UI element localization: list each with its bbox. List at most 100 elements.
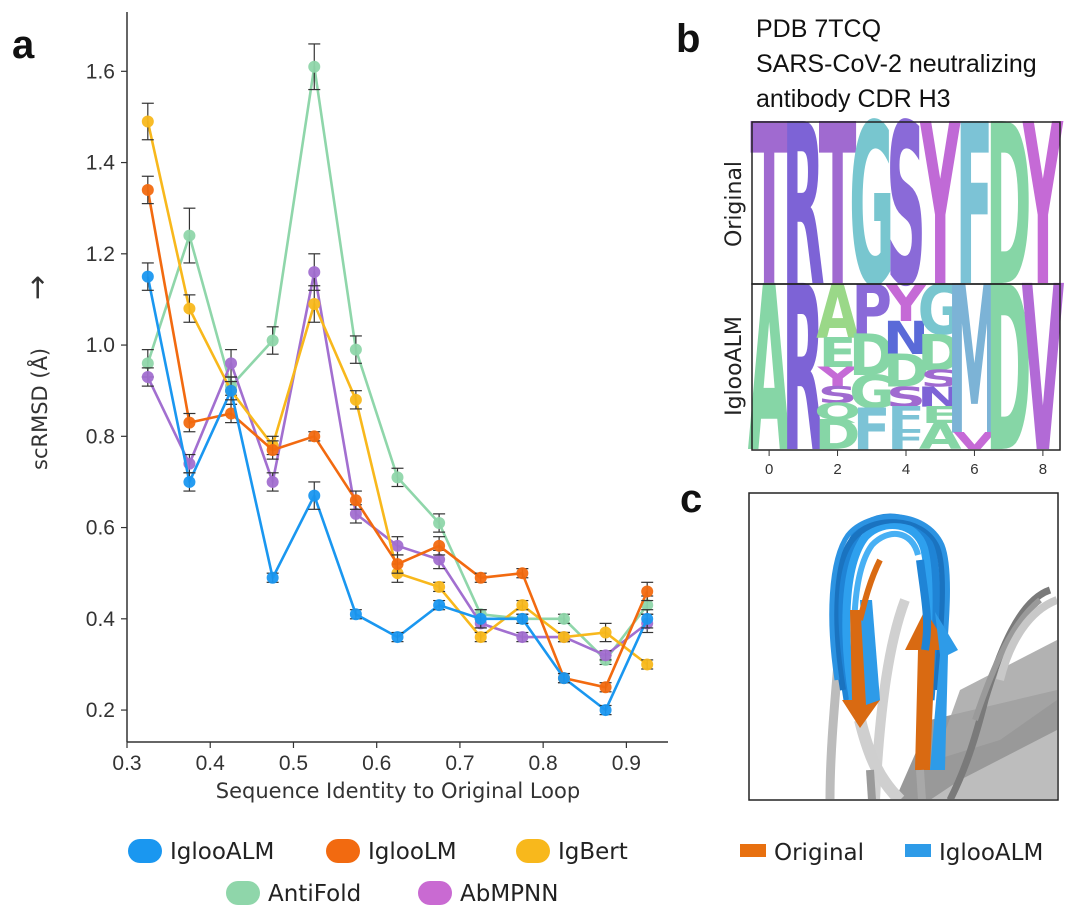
- data-point: [183, 229, 196, 242]
- logo-letter: Y: [816, 362, 858, 393]
- series-line: [146, 121, 648, 666]
- data-point: [433, 599, 446, 612]
- data-point: [516, 631, 529, 644]
- logo-letter: N: [917, 382, 963, 413]
- x-tick-label: 0.9: [612, 752, 641, 775]
- logo-x-tick-label: 6: [970, 461, 978, 478]
- data-point: [141, 357, 154, 370]
- legend-label: IglooLM: [368, 839, 457, 865]
- data-point: [308, 298, 321, 310]
- series-igbert: [141, 102, 654, 671]
- logo-letter: A: [919, 416, 962, 458]
- logo-letter: D: [917, 325, 963, 383]
- logo-letter: D: [986, 239, 1032, 504]
- series-iglooalm: [141, 262, 654, 717]
- data-point: [433, 517, 446, 529]
- structure-legend-swatch: [905, 844, 931, 857]
- y-tick-label: 1.4: [86, 152, 116, 175]
- data-point: [557, 631, 570, 644]
- logo-letter: S: [886, 382, 926, 413]
- data-point: [349, 608, 362, 621]
- line-chart: 0.2 0.4 0.6 0.8 1.0 1.2 1.4 1.6 0.3 0.4 0.5 0.6 0.7 0…: [20, 12, 668, 803]
- data-point: [225, 357, 238, 370]
- x-tick-label: 0.5: [279, 752, 308, 775]
- data-point: [349, 494, 362, 507]
- data-point: [433, 580, 446, 593]
- data-point: [557, 672, 570, 685]
- data-point: [516, 612, 529, 625]
- y-tick-label: 1.6: [86, 60, 115, 83]
- data-point: [308, 489, 321, 502]
- x-tick-label: 0.8: [529, 752, 558, 775]
- data-point: [391, 631, 404, 644]
- logo-letter: V: [1022, 239, 1065, 504]
- series-abmpnn: [141, 253, 654, 662]
- data-point: [308, 430, 321, 443]
- structure-panel: [748, 492, 1059, 801]
- data-point: [266, 475, 279, 488]
- logo-letter: A: [816, 271, 859, 356]
- data-point: [225, 407, 238, 420]
- x-axis-label: Sequence Identity to Original Loop: [216, 779, 580, 803]
- panel-label-a: a: [12, 23, 35, 67]
- logo-letter: F: [853, 397, 891, 463]
- series-line: [146, 270, 648, 657]
- logo-letter: R: [782, 239, 825, 504]
- data-point: [349, 393, 362, 406]
- data-point: [266, 444, 279, 456]
- data-point: [141, 115, 154, 128]
- logo-letter: S: [818, 382, 858, 408]
- series-line: [146, 276, 649, 712]
- logo-letter: N: [883, 312, 929, 365]
- data-point: [141, 183, 154, 196]
- y-tick-label: 0.6: [86, 517, 115, 540]
- data-point: [391, 471, 404, 484]
- chart-legend: IglooALM IglooLM IgBert AntiFold AbMPNN: [128, 839, 628, 907]
- data-point: [308, 60, 321, 73]
- chart-axes: 0.2 0.4 0.6 0.8 1.0 1.2 1.4 1.6 0.3 0.4 0.5 0.6 0.7 0…: [86, 12, 668, 775]
- data-point: [474, 631, 487, 644]
- legend-swatch: [418, 881, 452, 905]
- legend-swatch: [326, 839, 360, 863]
- y-tick-label: 1.2: [86, 243, 115, 266]
- data-point: [474, 612, 487, 625]
- data-point: [516, 567, 529, 580]
- data-point: [391, 558, 404, 571]
- x-tick-label: 0.6: [362, 752, 391, 775]
- chart-series-layer: [141, 43, 654, 717]
- data-point: [641, 599, 654, 612]
- logo-x-tick-label: 4: [902, 461, 910, 478]
- logo-title-line-1: PDB 7TCQ: [756, 15, 881, 43]
- data-point: [641, 612, 654, 625]
- data-point: [308, 266, 321, 279]
- logo-letter: G: [849, 366, 894, 419]
- data-point: [474, 571, 487, 584]
- logo-letter: E: [819, 330, 857, 377]
- logo-letter: D: [849, 323, 895, 389]
- legend-label: AntiFold: [268, 881, 361, 907]
- data-point: [433, 553, 446, 566]
- data-point: [516, 599, 529, 612]
- data-point: [599, 681, 612, 694]
- logo-letter: F: [887, 400, 925, 438]
- legend-label: AbMPNN: [460, 881, 558, 907]
- data-point: [599, 704, 612, 717]
- logo-title-line-2: SARS-CoV-2 neutralizing: [756, 50, 1037, 78]
- protein-structure-image: [825, 513, 1057, 799]
- legend-swatch: [128, 839, 162, 863]
- data-point: [183, 302, 196, 315]
- logo-x-tick-label: 0: [765, 461, 773, 478]
- data-point: [599, 649, 612, 662]
- y-axis-arrow: →: [20, 275, 55, 300]
- panel-label-b: b: [676, 17, 700, 61]
- legend-label: IglooALM: [170, 839, 274, 865]
- data-point: [141, 270, 154, 283]
- y-tick-label: 1.0: [86, 334, 115, 357]
- data-point: [183, 416, 196, 429]
- logo-letter: A: [748, 239, 791, 504]
- logo-letter: Y: [885, 275, 927, 333]
- data-point: [349, 507, 362, 520]
- structure-legend-label: Original: [774, 840, 864, 866]
- data-point: [433, 539, 446, 552]
- logo-x-tick-label: 8: [1039, 461, 1047, 478]
